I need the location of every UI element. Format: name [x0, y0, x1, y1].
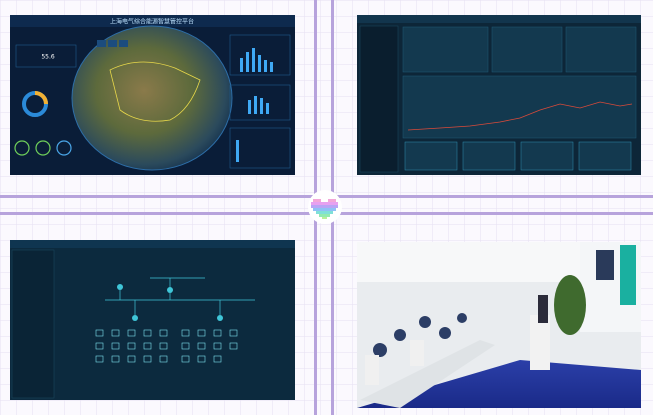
topology-screenshot — [10, 240, 295, 400]
dashboard-title: 上海电气综合能源智慧管控平台 — [110, 18, 194, 26]
pixel-heart — [308, 190, 342, 224]
metric-value: 55.6 — [41, 54, 55, 61]
dashboard-screenshot: 上海电气综合能源智慧管控平台 55.6 — [10, 15, 295, 175]
monitoring-screenshot — [357, 15, 641, 175]
exhibition-photo — [357, 242, 641, 408]
